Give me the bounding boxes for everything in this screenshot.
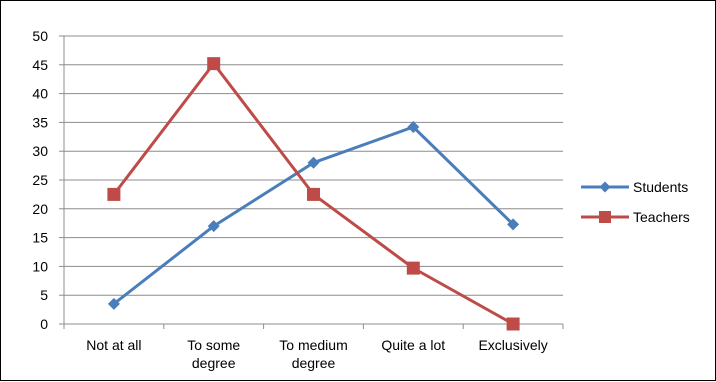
legend-label: Teachers bbox=[633, 209, 690, 225]
legend-item-students: Students bbox=[581, 179, 688, 195]
students-point bbox=[107, 297, 120, 310]
legend-swatch-marker bbox=[599, 211, 611, 223]
series-group bbox=[107, 57, 520, 331]
teachers-point bbox=[307, 187, 320, 201]
y-tick-label: 20 bbox=[32, 201, 48, 217]
legend: Students Teachers bbox=[581, 179, 690, 225]
y-tick-labels: 0 5 10 15 20 25 30 35 40 45 50 bbox=[32, 28, 48, 332]
y-tick-label: 25 bbox=[32, 172, 48, 188]
y-tick-label: 10 bbox=[32, 258, 48, 274]
legend-item-teachers: Teachers bbox=[581, 209, 690, 225]
teachers-point bbox=[406, 261, 420, 275]
students-point bbox=[207, 220, 220, 233]
y-tick-label: 0 bbox=[40, 316, 48, 332]
y-tick-label: 35 bbox=[32, 114, 48, 130]
series-teachers bbox=[107, 57, 520, 331]
y-tick-label: 40 bbox=[32, 86, 48, 102]
y-tick-label: 5 bbox=[40, 287, 48, 303]
x-tick-label: Exclusively bbox=[478, 337, 547, 353]
y-tick-label: 45 bbox=[32, 57, 48, 73]
students-line bbox=[112, 125, 515, 306]
x-tick-label: To some degree bbox=[187, 337, 240, 371]
y-tick-label: 30 bbox=[32, 143, 48, 159]
students-point bbox=[507, 218, 520, 231]
teachers-point bbox=[506, 317, 520, 331]
students-point bbox=[407, 121, 420, 134]
legend-label: Students bbox=[633, 179, 688, 195]
series-students bbox=[107, 121, 520, 310]
students-point bbox=[307, 156, 320, 169]
x-tick-label: To medium degree bbox=[279, 337, 347, 371]
x-tick-labels: Not at all To some degree To medium degree Qu… bbox=[86, 337, 547, 371]
x-tick-label: Quite a lot bbox=[381, 337, 445, 353]
y-tick-label: 15 bbox=[32, 230, 48, 246]
legend-swatch-marker bbox=[599, 181, 611, 193]
x-tick-label: Not at all bbox=[86, 337, 141, 353]
y-tick-label: 50 bbox=[32, 28, 48, 44]
teachers-point bbox=[107, 187, 121, 201]
teachers-point bbox=[207, 57, 221, 71]
axes bbox=[59, 35, 564, 329]
